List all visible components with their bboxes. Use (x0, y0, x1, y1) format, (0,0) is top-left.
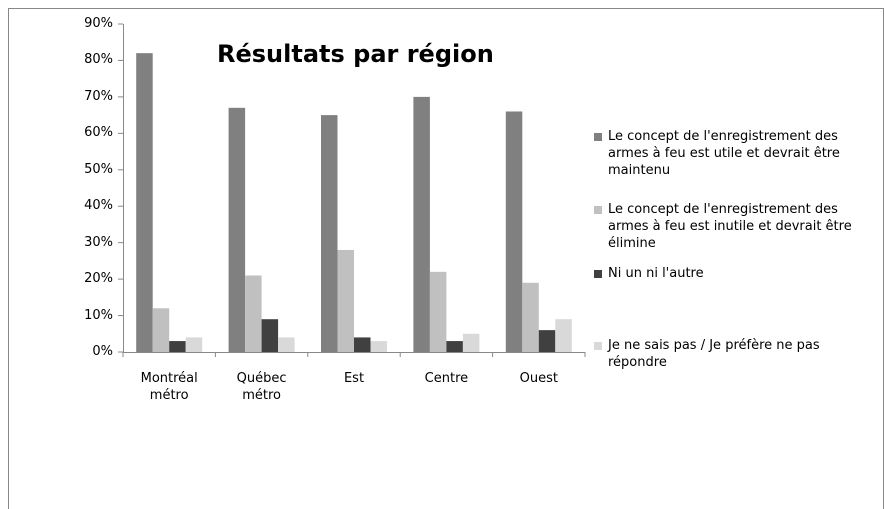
y-tick-label: 60% (84, 125, 113, 141)
y-tick-label: 10% (84, 307, 113, 323)
bar (169, 341, 186, 352)
y-tick-label: 30% (84, 234, 113, 250)
y-tick-label: 90% (84, 16, 113, 31)
bar (538, 330, 556, 352)
bar (413, 96, 430, 352)
x-tick-label: Ouest (519, 371, 558, 386)
x-tick-label: Centre (424, 371, 469, 386)
bar (354, 337, 371, 352)
legend-swatch (594, 206, 602, 214)
x-tick-label: Montréal métro (140, 371, 198, 403)
legend-label: Ni un ni l'autre (608, 266, 704, 281)
bar (245, 275, 262, 352)
legend-swatch (594, 342, 602, 350)
bar (522, 282, 539, 352)
bar (228, 107, 246, 352)
bar (261, 319, 279, 352)
legend-label: Le concept de l'enregistrement des armes… (608, 129, 840, 178)
bar (321, 115, 338, 352)
bar (429, 271, 447, 352)
bar (505, 111, 523, 352)
bar (152, 308, 170, 352)
x-tick-label: Québec métro (236, 371, 287, 403)
bar (462, 333, 480, 352)
bar (555, 319, 572, 352)
y-tick-label: 20% (84, 271, 113, 287)
legend-swatch (594, 133, 602, 141)
y-tick-label: 70% (84, 88, 113, 104)
bar (136, 53, 153, 353)
bar (337, 249, 354, 352)
bar (185, 337, 203, 352)
y-tick-label: 0% (92, 344, 113, 359)
chart-title: Résultats par région (217, 40, 494, 68)
legend-swatch (594, 270, 602, 278)
y-tick-label: 80% (84, 52, 113, 68)
legend-label: Je ne sais pas / Je préfère ne pas répon… (608, 338, 820, 370)
x-tick-label: Est (343, 371, 365, 386)
y-tick-label: 50% (84, 161, 113, 177)
bar (278, 337, 295, 352)
bar (370, 341, 387, 352)
bar (446, 341, 463, 352)
y-tick-label: 40% (84, 198, 113, 214)
legend-label: Le concept de l'enregistrement des armes… (608, 202, 852, 251)
